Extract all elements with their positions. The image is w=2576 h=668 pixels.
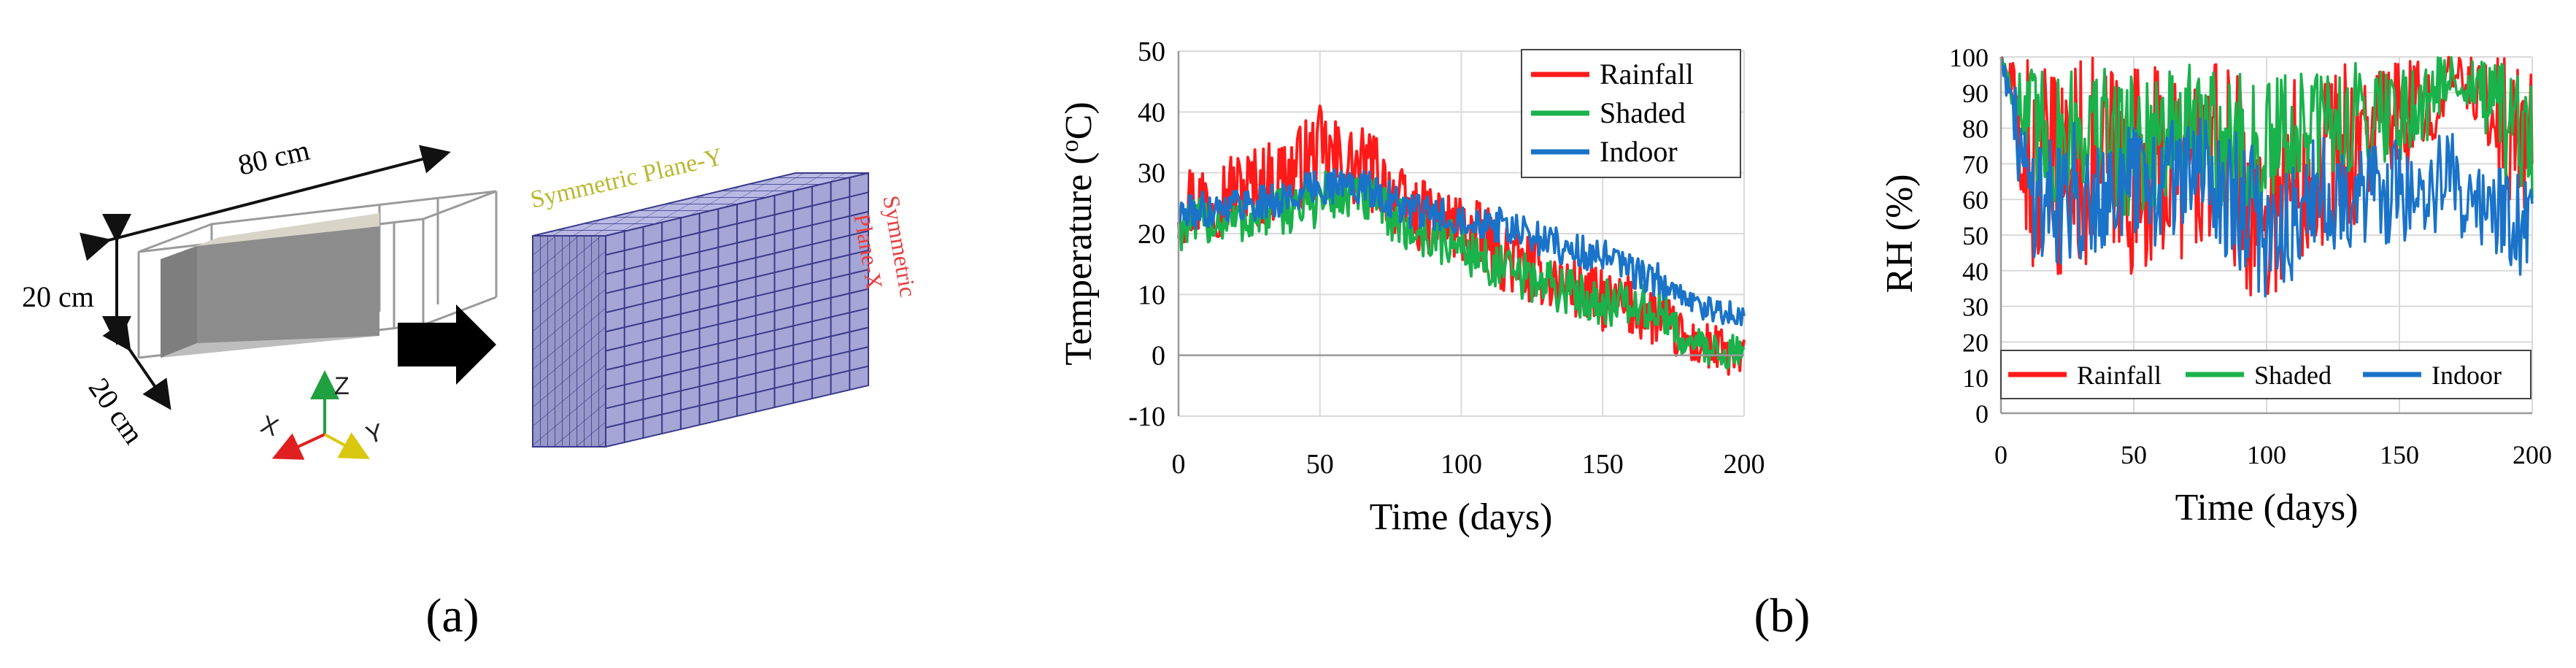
y-tick-label: 50 xyxy=(1138,37,1165,67)
x-tick-label: 150 xyxy=(2380,440,2419,469)
y-tick-label: 20 xyxy=(1962,328,1989,357)
panel-a-schematic: 80 cm 20 cm 20 cm Z X Y Symmetric Plane-… xyxy=(22,134,922,642)
temperature-series xyxy=(1177,104,1746,376)
rh-tick-labels: 0 10 20 30 40 50 60 70 80 90 100 0 50 100 150 200 xyxy=(1949,43,2552,469)
dimension-length-arrow xyxy=(80,145,451,261)
series-line-indoor xyxy=(1177,168,1746,326)
x-tick-label: 150 xyxy=(1582,449,1624,480)
temperature-y-axis-title: Temperature (oC) xyxy=(1057,101,1100,365)
rh-series xyxy=(2000,55,2534,298)
transform-arrow xyxy=(398,304,496,385)
rh-x-axis-title: Time (days) xyxy=(2175,487,2359,529)
panel-b-caption: (b) xyxy=(1754,589,1810,642)
x-tick-label: 100 xyxy=(2247,440,2286,469)
series-line-shaded xyxy=(2000,55,2534,218)
y-axis-arrow xyxy=(324,432,371,459)
x-tick-label: 200 xyxy=(2513,440,2552,469)
y-tick-label: 10 xyxy=(1962,364,1989,393)
legend-label-rainfall: Rainfall xyxy=(1600,58,1694,91)
y-tick-label: 0 xyxy=(1152,341,1165,372)
dimension-height-label: 20 cm xyxy=(22,280,94,313)
y-tick-label: 20 xyxy=(1138,219,1165,250)
y-tick-label: 40 xyxy=(1962,257,1989,286)
y-axis-label: Y xyxy=(363,418,386,450)
y-tick-label: 90 xyxy=(1962,79,1989,108)
x-tick-label: 100 xyxy=(1441,449,1482,480)
y-tick-label: 0 xyxy=(1975,399,1989,429)
series-line-indoor xyxy=(2000,56,2534,298)
legend-label-indoor: Indoor xyxy=(1600,135,1678,168)
x-tick-label: 0 xyxy=(1172,449,1186,480)
x-axis-arrow xyxy=(271,433,325,460)
y-tick-label: 70 xyxy=(1962,150,1989,179)
y-tick-label: 50 xyxy=(1962,221,1989,250)
solid-block xyxy=(161,213,379,358)
temperature-axes xyxy=(1177,51,1744,416)
legend-label-shaded: Shaded xyxy=(2254,361,2332,390)
legend-label-indoor: Indoor xyxy=(2432,361,2502,390)
x-axis-label: X xyxy=(257,410,282,442)
legend-label-rainfall: Rainfall xyxy=(2077,361,2162,390)
temperature-legend: Rainfall Shaded Indoor xyxy=(1521,49,1741,178)
y-tick-label: 30 xyxy=(1962,293,1989,322)
rh-chart: 0 10 20 30 40 50 60 70 80 90 100 0 50 100 150 200 Time … xyxy=(1879,43,2552,529)
y-tick-label: 10 xyxy=(1138,280,1165,310)
legend-label-shaded: Shaded xyxy=(1600,96,1686,129)
y-tick-label: 40 xyxy=(1138,97,1165,128)
y-tick-label: 80 xyxy=(1962,115,1989,144)
y-tick-label: -10 xyxy=(1128,402,1165,432)
temperature-x-axis-title: Time (days) xyxy=(1370,496,1553,538)
rh-y-axis-title: RH (%) xyxy=(1879,174,1921,293)
x-tick-label: 0 xyxy=(1994,440,2008,469)
dimension-depth-label: 20 cm xyxy=(82,372,151,450)
panel-a-caption: (a) xyxy=(425,589,479,642)
x-tick-label: 50 xyxy=(1306,449,1334,480)
y-tick-label: 30 xyxy=(1138,158,1165,189)
dimension-depth-arrow xyxy=(102,319,171,410)
x-tick-label: 200 xyxy=(1724,449,1765,480)
coordinate-axes: Z X Y xyxy=(257,370,386,460)
y-tick-label: 60 xyxy=(1962,185,1989,215)
x-tick-label: 50 xyxy=(2121,440,2147,469)
rh-legend: Rainfall Shaded Indoor xyxy=(2000,350,2531,399)
y-tick-label: 100 xyxy=(1949,43,1989,72)
z-axis-label: Z xyxy=(334,372,350,400)
dimension-length-label: 80 cm xyxy=(235,134,312,182)
mesh-model xyxy=(532,172,869,448)
